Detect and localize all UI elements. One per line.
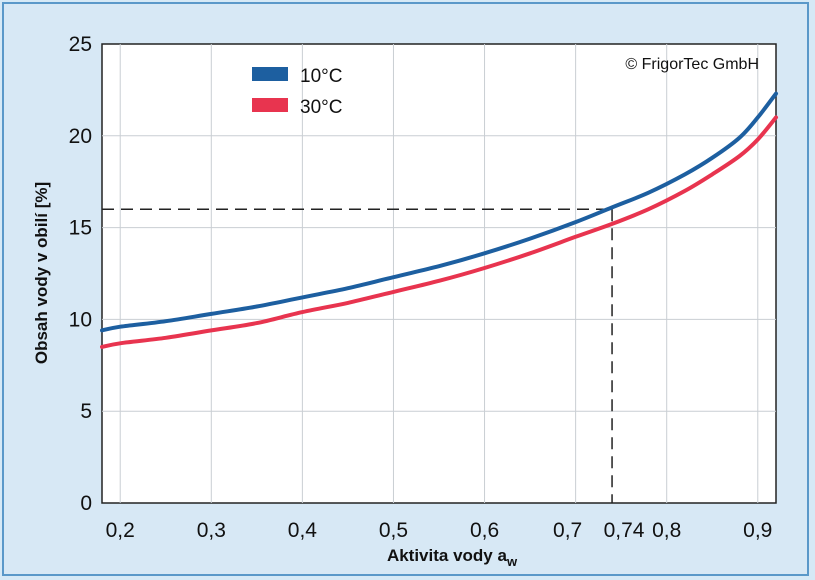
x-tick-label: 0,74: [604, 519, 645, 542]
y-axis-label: Obsah vody v obilí [%]: [32, 182, 51, 364]
x-tick-label: 0,9: [743, 519, 772, 542]
plot-area: [101, 43, 777, 504]
reference-lines: [102, 208, 613, 503]
legend-label-30c: 30°C: [300, 97, 342, 118]
x-tick-label: 0,4: [288, 519, 318, 542]
series-line-30c: [100, 115, 778, 349]
y-tick-label: 20: [69, 125, 92, 148]
legend-swatch-10c: [252, 67, 288, 81]
x-axis-label-main: Aktivita vody a: [387, 546, 508, 565]
y-tick-label: 5: [80, 400, 92, 423]
y-ticks: 0 5 10 15 20 25: [69, 33, 92, 515]
legend-label-10c: 10°C: [300, 66, 342, 87]
copyright-text: © FrigorTec GmbH: [625, 56, 759, 73]
x-tick-label: 0,8: [652, 519, 681, 542]
x-tick-label: 0,2: [106, 519, 135, 542]
x-axis-label: Aktivita vody aw: [387, 546, 518, 569]
y-tick-label: 25: [69, 33, 92, 56]
y-tick-label: 10: [69, 308, 92, 331]
legend: 10°C 30°C: [252, 66, 342, 118]
y-tick-label: 0: [80, 492, 92, 515]
x-tick-label: 0,3: [197, 519, 226, 542]
grid: [102, 44, 776, 503]
x-ticks: 0,2 0,3 0,4 0,5 0,6 0,7 0,74 0,8 0,9: [106, 519, 773, 542]
x-tick-label: 0,5: [379, 519, 408, 542]
series-line-10c: [100, 91, 778, 333]
x-tick-label: 0,7: [553, 519, 582, 542]
x-axis-label-subscript: w: [506, 554, 518, 569]
y-tick-label: 15: [69, 217, 92, 240]
series-layer: [100, 91, 778, 349]
legend-swatch-30c: [252, 98, 288, 112]
x-tick-label: 0,6: [470, 519, 499, 542]
